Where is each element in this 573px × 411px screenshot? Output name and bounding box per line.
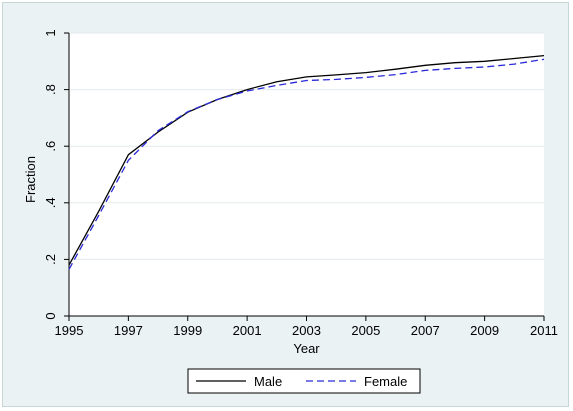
y-tick-label: 0 bbox=[43, 312, 58, 319]
legend: Male Female bbox=[187, 368, 421, 394]
x-tick-label: 2005 bbox=[351, 323, 380, 338]
x-tick-label: 2001 bbox=[233, 323, 262, 338]
x-axis-title: Year bbox=[293, 341, 320, 356]
chart-figure: 0 .2 .4 .6 .8 1 1995 1997 1999 2001 2003 2005 2007 20… bbox=[2, 2, 569, 407]
x-tick-label: 1997 bbox=[114, 323, 143, 338]
y-tick-label: .6 bbox=[43, 141, 58, 152]
series-line-male bbox=[68, 54, 545, 266]
y-tick-label: .2 bbox=[43, 254, 58, 265]
y-tick-label: .4 bbox=[43, 197, 58, 208]
legend-label-female: Female bbox=[364, 374, 407, 389]
series-layer bbox=[68, 54, 545, 270]
x-tick-label: 2011 bbox=[530, 323, 558, 338]
y-tick-label: .8 bbox=[43, 84, 58, 95]
y-tick-label: 1 bbox=[43, 29, 58, 36]
x-tick-label: 2003 bbox=[292, 323, 321, 338]
x-tick-label: 2007 bbox=[411, 323, 440, 338]
legend-label-male: Male bbox=[254, 374, 282, 389]
line-chart: 0 .2 .4 .6 .8 1 1995 1997 1999 2001 2003 2005 2007 20… bbox=[23, 29, 558, 394]
x-tick-label: 2009 bbox=[470, 323, 499, 338]
y-axis-title: Fraction bbox=[23, 156, 38, 203]
plot-area bbox=[69, 33, 544, 316]
series-line-female bbox=[68, 58, 545, 270]
x-tick-label: 1999 bbox=[173, 323, 202, 338]
x-tick-label: 1995 bbox=[55, 323, 84, 338]
